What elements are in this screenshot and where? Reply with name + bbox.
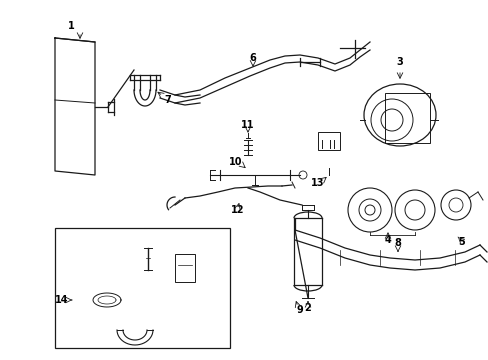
Bar — [317, 132, 339, 150]
Text: 6: 6 — [249, 53, 256, 63]
Text: 3: 3 — [396, 57, 403, 67]
Text: 12: 12 — [231, 205, 244, 215]
Text: 5: 5 — [458, 237, 465, 247]
Text: 9: 9 — [296, 305, 303, 315]
Text: 2: 2 — [304, 303, 311, 313]
Text: 10: 10 — [229, 157, 242, 167]
Bar — [175, 254, 195, 282]
Text: 11: 11 — [241, 120, 254, 130]
Text: 14: 14 — [55, 295, 69, 305]
Text: 4: 4 — [384, 235, 390, 245]
Text: 8: 8 — [394, 238, 401, 248]
Text: 7: 7 — [164, 95, 171, 105]
Bar — [384, 93, 429, 143]
Text: 1: 1 — [67, 21, 74, 31]
Text: 13: 13 — [311, 178, 324, 188]
Bar — [55, 228, 229, 348]
